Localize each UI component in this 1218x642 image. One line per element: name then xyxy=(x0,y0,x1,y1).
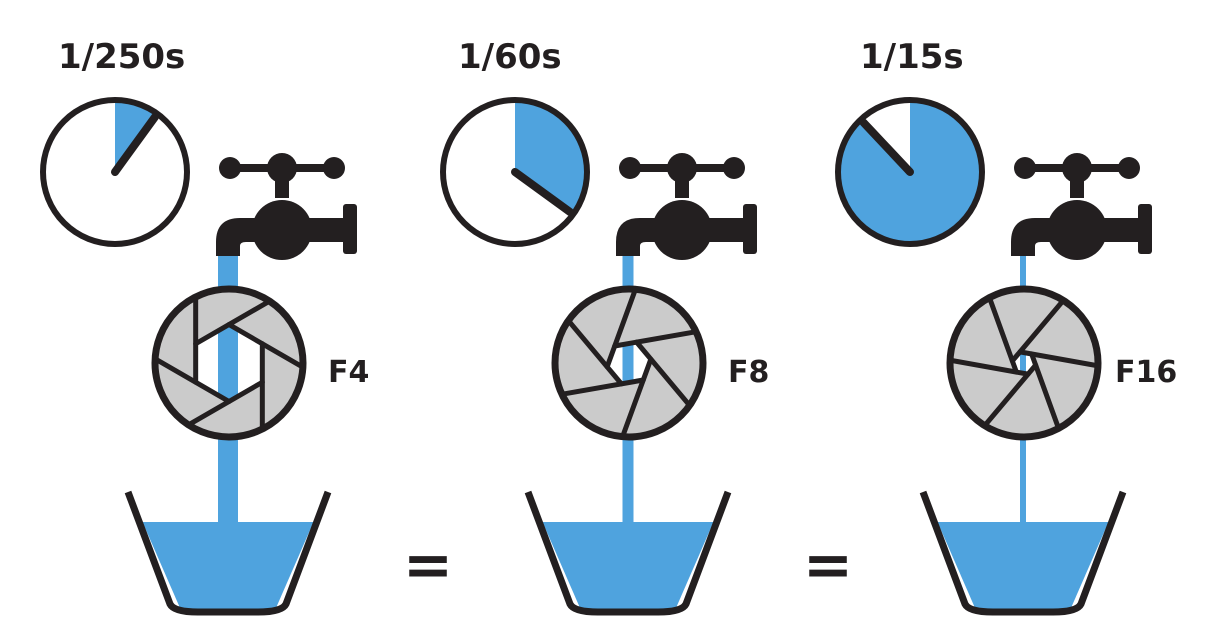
bucket-outline xyxy=(124,490,332,616)
exposure-panel-2: 1/60s F8 xyxy=(440,37,769,616)
equals-sign: = xyxy=(403,530,453,600)
aperture-icon xyxy=(551,285,707,441)
aperture-icon xyxy=(151,285,307,441)
panel-graphics xyxy=(40,97,357,616)
exposure-panel-1: 1/250s F4 xyxy=(40,37,369,616)
timer-rim xyxy=(440,97,590,247)
water-through-aperture xyxy=(1020,351,1026,375)
timer-hand xyxy=(859,118,914,176)
faucet-icon xyxy=(216,153,357,260)
aperture-blade-lines xyxy=(950,289,1098,437)
shutter-speed-label: 1/60s xyxy=(458,37,562,77)
water-through-aperture xyxy=(218,324,238,402)
faucet-icon xyxy=(616,153,757,260)
bucket-outline xyxy=(524,490,732,616)
shutter-speed-label: 1/250s xyxy=(58,37,185,77)
aperture-label: F4 xyxy=(328,355,369,390)
panel-graphics xyxy=(440,97,757,616)
bucket-outline xyxy=(919,490,1127,616)
bucket-water xyxy=(142,522,314,612)
aperture-rim xyxy=(551,285,707,441)
bucket-water xyxy=(937,522,1109,612)
aperture-icon xyxy=(946,285,1102,441)
aperture-blade-lines xyxy=(155,289,303,437)
timer-rim xyxy=(835,97,985,247)
shutter-speed-label: 1/15s xyxy=(860,37,964,77)
bucket-water xyxy=(542,522,714,612)
timer-hand xyxy=(511,168,575,216)
aperture-label: F8 xyxy=(728,355,769,390)
aperture-label: F16 xyxy=(1115,355,1177,390)
panel-graphics xyxy=(835,97,1152,616)
water-through-aperture xyxy=(622,342,634,384)
aperture-blade-lines xyxy=(555,289,703,437)
timer-rim xyxy=(40,97,190,247)
aperture-rim xyxy=(151,285,307,441)
faucet-icon xyxy=(1011,153,1152,260)
exposure-panel-3: 1/15s F16 xyxy=(835,37,1177,616)
aperture-rim xyxy=(946,285,1102,441)
equals-sign: = xyxy=(803,530,853,600)
timer-hand xyxy=(111,112,159,176)
